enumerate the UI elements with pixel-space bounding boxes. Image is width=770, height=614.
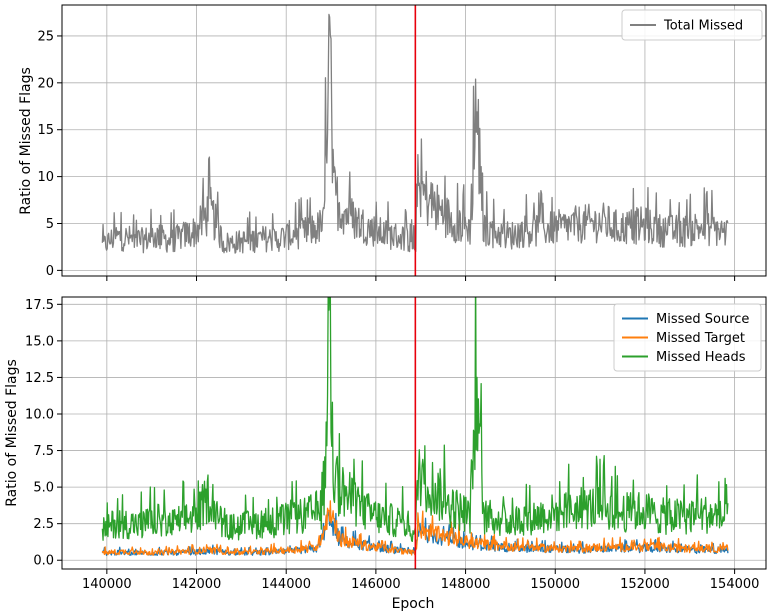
bottom-y-axis-label: Ratio of Missed Flags xyxy=(4,359,20,507)
legend-box xyxy=(621,9,763,41)
bottom-plot-frame xyxy=(61,296,767,570)
legend-label: Missed Heads xyxy=(656,350,746,365)
x-tick-label: 152000 xyxy=(620,577,670,592)
top-x-ticks xyxy=(106,276,736,281)
y-tick-label: 0.0 xyxy=(33,554,54,569)
y-tick-label: 2.5 xyxy=(33,517,54,532)
top-y-ticks: 0 5 10 15 20 25 xyxy=(37,29,62,279)
legend-label: Total Missed xyxy=(663,19,743,34)
legend-box xyxy=(613,303,762,372)
y-tick-label: 25 xyxy=(37,29,54,44)
bottom-y-ticks: 0.0 2.5 5.0 7.5 10.0 12.5 15.0 17.5 xyxy=(25,298,62,569)
x-tick-label: 154000 xyxy=(710,577,760,592)
top-plot-frame xyxy=(61,4,767,277)
y-tick-label: 0 xyxy=(46,264,54,279)
x-tick-label: 140000 xyxy=(82,577,132,592)
y-tick-label: 15 xyxy=(37,123,54,138)
bottom-panel: 0.0 2.5 5.0 7.5 10.0 12.5 15.0 17.5 140000 14200… xyxy=(4,296,767,612)
bottom-x-ticks: 140000 142000 144000 146000 148000 150000 1520… xyxy=(82,569,759,592)
x-tick-label: 144000 xyxy=(261,577,311,592)
x-axis-label: Epoch xyxy=(392,596,435,612)
y-tick-label: 15.0 xyxy=(25,334,54,349)
top-panel: 0 5 10 15 20 25 Ratio of Missed Flags Total M… xyxy=(18,4,767,281)
x-tick-label: 150000 xyxy=(530,577,580,592)
y-tick-label: 10.0 xyxy=(25,407,54,422)
x-tick-label: 148000 xyxy=(441,577,491,592)
x-tick-label: 142000 xyxy=(172,577,222,592)
y-tick-label: 17.5 xyxy=(25,298,54,313)
x-tick-label: 146000 xyxy=(351,577,401,592)
y-tick-label: 20 xyxy=(37,76,54,91)
legend-label: Missed Target xyxy=(656,331,745,346)
y-tick-label: 7.5 xyxy=(33,444,54,459)
top-legend: Total Missed xyxy=(621,9,763,41)
y-tick-label: 5 xyxy=(46,217,54,232)
top-y-axis-label: Ratio of Missed Flags xyxy=(18,67,34,215)
bottom-legend: Missed Source Missed Target Missed Heads xyxy=(613,303,762,372)
legend-label: Missed Source xyxy=(656,312,749,327)
top-grid xyxy=(62,5,766,276)
y-tick-label: 5.0 xyxy=(33,481,54,496)
y-tick-label: 10 xyxy=(37,170,54,185)
y-tick-label: 12.5 xyxy=(25,371,54,386)
